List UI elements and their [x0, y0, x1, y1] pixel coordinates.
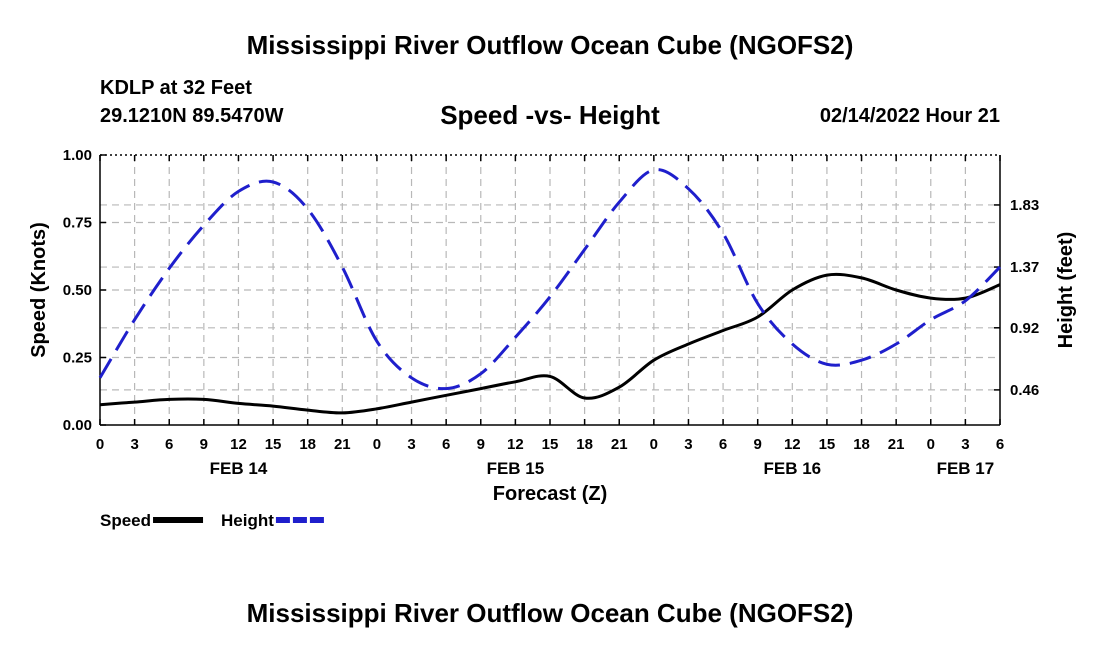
- main-title: Mississippi River Outflow Ocean Cube (NG…: [246, 30, 854, 60]
- x-tick-label: 0: [650, 436, 658, 453]
- forecast-datetime: 02/14/2022 Hour 21: [819, 105, 1000, 127]
- station-coordinates: 29.1210N 89.5470W: [100, 105, 284, 127]
- x-tick-label: 6: [165, 436, 173, 453]
- x-tick-label: 6: [996, 436, 1004, 453]
- x-tick-label: 9: [477, 436, 485, 453]
- x-tick-label: 0: [927, 436, 935, 453]
- y2-tick-label: 0.92: [1010, 320, 1039, 337]
- x-tick-label: 3: [961, 436, 969, 453]
- date-label: FEB 17: [937, 459, 995, 478]
- y-tick-label: 0.50: [63, 282, 92, 299]
- y-axis-title: Speed (Knots): [28, 222, 50, 358]
- x-tick-label: 3: [407, 436, 415, 453]
- bottom-title: Mississippi River Outflow Ocean Cube (NG…: [246, 598, 854, 628]
- y2-tick-label: 1.83: [1010, 197, 1039, 214]
- legend-label: Height: [221, 511, 274, 530]
- x-tick-label: 9: [200, 436, 208, 453]
- x-tick-label: 18: [576, 436, 593, 453]
- x-tick-label: 15: [265, 436, 282, 453]
- date-label: FEB 16: [763, 459, 821, 478]
- x-tick-label: 21: [611, 436, 628, 453]
- x-tick-label: 15: [819, 436, 836, 453]
- x-tick-label: 21: [334, 436, 351, 453]
- y-tick-label: 0.00: [63, 417, 92, 434]
- x-axis-title: Forecast (Z): [493, 483, 607, 505]
- x-tick-label: 12: [230, 436, 247, 453]
- date-label: FEB 14: [210, 459, 268, 478]
- x-tick-label: 6: [719, 436, 727, 453]
- legend-label: Speed: [100, 511, 151, 530]
- x-tick-label: 18: [853, 436, 870, 453]
- y-tick-label: 0.25: [63, 350, 92, 367]
- x-tick-label: 15: [542, 436, 559, 453]
- y2-tick-label: 0.46: [1010, 382, 1039, 399]
- y2-axis-title: Height (feet): [1055, 232, 1077, 349]
- y2-tick-label: 1.37: [1010, 259, 1039, 276]
- x-tick-label: 21: [888, 436, 905, 453]
- x-tick-label: 0: [96, 436, 104, 453]
- x-tick-label: 0: [373, 436, 381, 453]
- x-tick-label: 3: [684, 436, 692, 453]
- series-height-line: [98, 168, 1002, 391]
- x-tick-label: 6: [442, 436, 450, 453]
- x-tick-label: 18: [299, 436, 316, 453]
- station-label: KDLP at 32 Feet: [100, 77, 252, 99]
- chart-subtitle: Speed -vs- Height: [440, 100, 660, 130]
- y-tick-label: 0.75: [63, 215, 92, 232]
- x-tick-label: 3: [130, 436, 138, 453]
- x-tick-label: 9: [754, 436, 762, 453]
- date-label: FEB 15: [487, 459, 545, 478]
- x-tick-label: 12: [507, 436, 524, 453]
- series-speed-line: [99, 272, 1001, 415]
- x-tick-label: 12: [784, 436, 801, 453]
- y-tick-label: 1.00: [63, 147, 92, 164]
